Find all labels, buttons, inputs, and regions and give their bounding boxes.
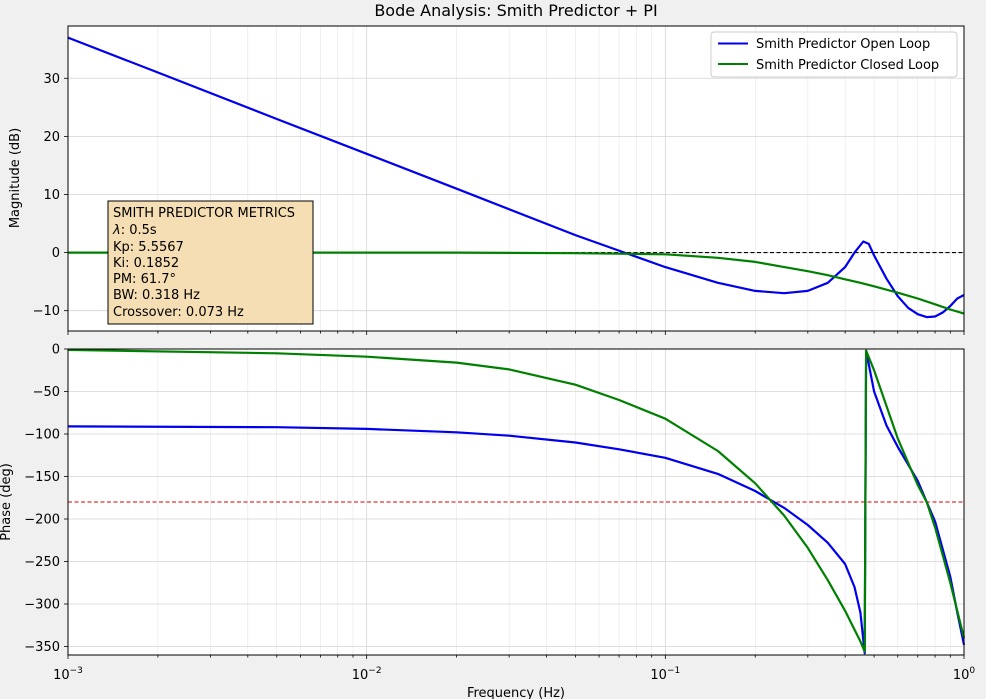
magnitude-y-ticks: 30 20 10 0 −10 <box>33 72 68 319</box>
metrics-crossover: Crossover: 0.073 Hz <box>113 305 244 320</box>
phase-plot-frame <box>67 348 965 656</box>
magnitude-series <box>67 36 965 319</box>
phase-y-tick-label: 0 <box>52 343 60 358</box>
metrics-title: SMITH PREDICTOR METRICS <box>113 206 295 221</box>
metrics-pm: PM: 61.7° <box>113 272 176 287</box>
phase-y-tick-label: −150 <box>24 470 60 485</box>
phase-y-tick-label: −200 <box>24 513 60 528</box>
phase-x-tick-label: 10−2 <box>352 666 382 683</box>
legend-entry-closed-loop: Smith Predictor Closed Loop <box>756 58 939 73</box>
magnitude-y-axis-label: Magnitude (dB) <box>8 128 23 228</box>
phase-y-tick-label: −350 <box>24 640 60 655</box>
metrics-ki: Ki: 0.1852 <box>113 256 179 271</box>
phase-y-axis-label: Phase (deg) <box>0 463 14 541</box>
legend: Smith Predictor Open Loop Smith Predicto… <box>710 31 958 78</box>
magnitude-x-ticks <box>67 331 965 335</box>
phase-plot: 0−50−100−150−200−250−300−350 10−3 10−2 10−… <box>0 343 975 699</box>
magnitude-plot: 30 20 10 0 −10 Magnitude (dB) Smith Predicto… <box>8 25 965 335</box>
metrics-box: SMITH PREDICTOR METRICS λ: 0.5s Kp: 5.55… <box>107 200 314 325</box>
metrics-bw: BW: 0.318 Hz <box>113 288 200 303</box>
legend-box <box>710 31 958 78</box>
phase-y-tick-label: −300 <box>24 598 60 613</box>
phase-y-tick-label: −100 <box>24 428 60 443</box>
magnitude-series-closed-loop <box>68 251 965 315</box>
magnitude-series-open-loop <box>67 36 965 319</box>
phase-x-tick-label: 100 <box>953 666 976 683</box>
legend-entry-open-loop: Smith Predictor Open Loop <box>756 37 930 52</box>
magnitude-y-tick-label: 30 <box>43 72 60 87</box>
x-axis-label: Frequency (Hz) <box>467 686 565 699</box>
magnitude-y-tick-label: 0 <box>52 246 60 261</box>
magnitude-grid <box>67 26 965 331</box>
metrics-box-background <box>107 200 314 325</box>
phase-series-closed-loop <box>67 348 966 653</box>
figure-title: Bode Analysis: Smith Predictor + PI <box>374 1 657 20</box>
phase-y-tick-label: −50 <box>33 385 60 400</box>
phase-y-tick-label: −250 <box>24 555 60 570</box>
magnitude-y-tick-label: 20 <box>43 130 60 145</box>
metrics-lambda-symbol: λ <box>112 223 121 238</box>
metrics-lambda-value: : 0.5s <box>121 223 157 238</box>
phase-x-ticks: 10−3 10−2 10−1 100 <box>53 655 975 683</box>
phase-x-tick-label: 10−3 <box>53 666 83 683</box>
phase-y-ticks: 0 −50 −100 −150 −200 −250 −300 −350 <box>24 343 68 655</box>
phase-x-tick-label: 10−1 <box>650 666 680 683</box>
phase-series <box>67 348 966 655</box>
metrics-lambda: λ: 0.5s <box>112 223 157 238</box>
magnitude-y-tick-label: 10 <box>43 188 60 203</box>
magnitude-y-tick-label: −10 <box>33 304 60 319</box>
metrics-kp: Kp: 5.5567 <box>113 240 184 255</box>
magnitude-plot-frame <box>67 25 965 332</box>
